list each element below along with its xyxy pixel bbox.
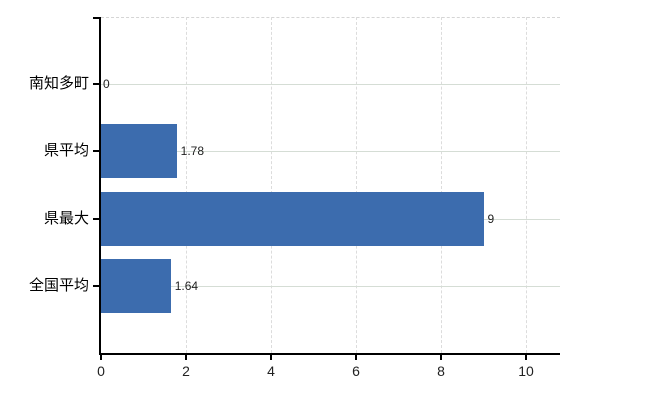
- x-tick-label: 4: [267, 363, 275, 379]
- x-gridline: [441, 17, 442, 353]
- x-axis-tick: [525, 355, 527, 360]
- x-axis-tick: [270, 355, 272, 360]
- x-axis-tick: [355, 355, 357, 360]
- x-tick-label: 8: [437, 363, 445, 379]
- x-tick-label: 10: [518, 363, 534, 379]
- category-label: 全国平均: [28, 277, 89, 294]
- x-axis-tick: [185, 355, 187, 360]
- x-axis-tick: [440, 355, 442, 360]
- x-tick-label: 2: [182, 363, 190, 379]
- bar[interactable]: [101, 124, 177, 178]
- y-axis-top-tick: [93, 17, 99, 19]
- x-gridline: [526, 17, 527, 353]
- x-gridline: [186, 17, 187, 353]
- x-gridline: [356, 17, 357, 353]
- y-axis-tick: [93, 83, 99, 85]
- category-gridline: [101, 286, 560, 287]
- x-axis-line: [99, 353, 560, 355]
- category-gridline: [101, 84, 560, 85]
- y-axis-line: [99, 17, 101, 355]
- x-tick-label: 6: [352, 363, 360, 379]
- bar[interactable]: [101, 192, 484, 246]
- category-label: 南知多町: [28, 75, 89, 92]
- y-axis-tick: [93, 285, 99, 287]
- category-gridline: [101, 151, 560, 152]
- x-gridline: [271, 17, 272, 353]
- plot-top-border: [101, 17, 560, 18]
- category-label: 県最大: [43, 210, 89, 227]
- bar-value-label: 1.78: [180, 144, 204, 158]
- y-axis-tick: [93, 218, 99, 220]
- bar-value-label: 0: [103, 77, 110, 91]
- bar-value-label: 9: [487, 212, 495, 226]
- y-axis-tick: [93, 150, 99, 152]
- bar[interactable]: [101, 259, 171, 313]
- category-label: 県平均: [43, 142, 89, 159]
- x-axis-tick: [100, 355, 102, 360]
- bar-value-label: 1.64: [174, 279, 199, 293]
- x-tick-label: 0: [97, 363, 105, 379]
